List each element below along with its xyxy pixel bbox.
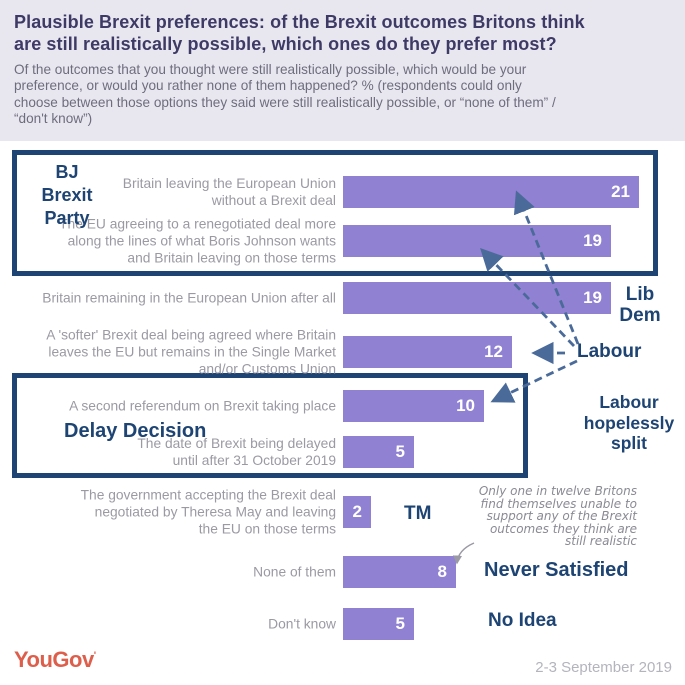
- header: Plausible Brexit preferences: of the Bre…: [0, 0, 685, 141]
- category-label: Britain leaving the European Union witho…: [122, 175, 336, 208]
- bar-value-label: 19: [583, 231, 602, 250]
- annotation-labour-split: Labour hopelessly split: [583, 392, 675, 454]
- annotation-lib-dem: Lib Dem: [619, 284, 661, 327]
- bar: 8: [343, 556, 456, 588]
- annotation-bj-brexit-party: BJ Brexit Party: [41, 162, 93, 229]
- chart-subtitle: Of the outcomes that you thought were st…: [14, 61, 556, 127]
- annotation-no-idea: No Idea: [488, 610, 557, 631]
- bar: 5: [343, 608, 414, 640]
- yougov-logo-text: YouGov: [14, 647, 94, 672]
- annotation-delay-decision: Delay Decision: [64, 420, 207, 442]
- bar-value-label: 19: [583, 288, 602, 307]
- bar: 21: [343, 176, 639, 208]
- highlight-box-delay-decision: [12, 373, 528, 478]
- bar-value-label: 5: [395, 614, 405, 633]
- yougov-logo-mark: ': [93, 650, 96, 662]
- category-label: A 'softer' Brexit deal being agreed wher…: [46, 327, 336, 377]
- category-label: The date of Brexit being delayed until a…: [137, 435, 336, 468]
- bar-value-label: 21: [611, 182, 630, 201]
- bar-value-label: 8: [437, 562, 447, 581]
- annotation-never-satisfied: Never Satisfied: [484, 559, 629, 581]
- bar-value-label: 2: [352, 502, 362, 521]
- bar-value-label: 5: [395, 442, 405, 461]
- bar-value-label: 12: [484, 342, 503, 361]
- category-label: Don't know: [268, 616, 336, 632]
- bar: 12: [343, 336, 512, 368]
- annotation-tm: TM: [404, 503, 432, 524]
- bar: 10: [343, 390, 484, 422]
- chart-title: Plausible Brexit preferences: of the Bre…: [14, 12, 585, 55]
- category-label: The government accepting the Brexit deal…: [80, 487, 336, 537]
- bar: 2: [343, 496, 371, 528]
- category-label: None of them: [253, 564, 336, 580]
- category-label: Britain remaining in the European Union …: [42, 290, 336, 306]
- bar: 19: [343, 282, 611, 314]
- category-label: A second referendum on Brexit taking pla…: [69, 398, 336, 414]
- annotation-labour: Labour: [577, 341, 642, 362]
- yougov-logo: YouGov': [14, 647, 96, 673]
- highlight-box-bj-brexit-party: [12, 150, 658, 276]
- bar: 19: [343, 225, 611, 257]
- annotation-note-italic: Only one in twelve Britons find themselv…: [478, 484, 637, 549]
- fieldwork-date: 2-3 September 2019: [535, 659, 672, 676]
- category-label: The EU agreeing to a renegotiated deal m…: [59, 216, 336, 266]
- bar: 5: [343, 436, 414, 468]
- bar-value-label: 10: [456, 396, 475, 415]
